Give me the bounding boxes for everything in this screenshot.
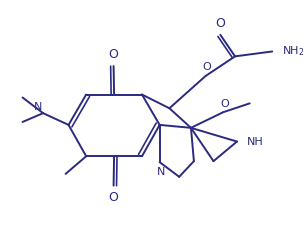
Text: O: O <box>109 191 119 203</box>
Text: O: O <box>202 62 211 72</box>
Text: O: O <box>220 99 229 109</box>
Text: N: N <box>34 102 42 112</box>
Text: N: N <box>156 167 165 177</box>
Text: O: O <box>109 48 119 61</box>
Text: O: O <box>215 17 225 30</box>
Text: NH$_2$: NH$_2$ <box>282 45 305 58</box>
Text: NH: NH <box>247 137 264 147</box>
